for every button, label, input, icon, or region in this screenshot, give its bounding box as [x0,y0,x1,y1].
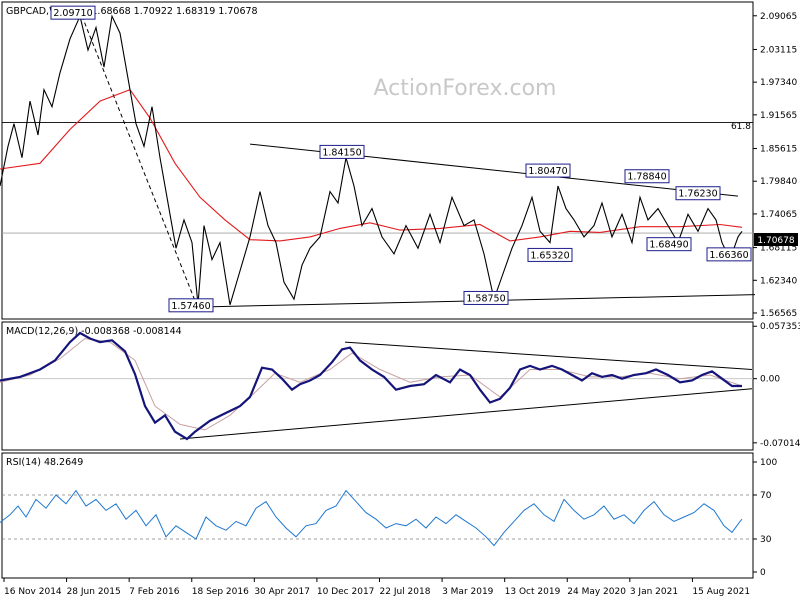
x-tick-label: 28 Jun 2015 [67,587,121,597]
price-annotation-label: 1.66360 [709,250,748,261]
price-annotation-label: 1.57460 [171,301,210,312]
macd-line [0,331,742,441]
price-annotation-label: 1.78840 [627,172,666,183]
price-y-tick-label: 1.91565 [760,111,797,121]
price-annotation-box [706,247,752,262]
price-annotation: 1.84150 [319,144,365,159]
rsi-y-tick-label: 100 [760,458,777,468]
macd-layer [0,331,753,441]
price-annotation-box [168,298,214,313]
x-tick-label: 15 Aug 2021 [692,587,750,597]
price-annotation: 1.58750 [463,290,509,305]
price-annotation-box [525,163,571,178]
chart-title: GBPCAD,Weekly 1.68668 1.70922 1.68319 1.7… [6,6,258,17]
macd-y-tick-label: 0.057353 [760,322,800,332]
symbol-timeframe: GBPCAD,Weekly [6,6,84,17]
price-y-tick-label: 1.74065 [760,210,797,220]
price-annotation-box [319,144,365,159]
x-tick-label: 7 Feb 2016 [129,587,180,597]
price-annotation: 1.57460 [168,298,214,313]
macd-title: MACD(12,26,9) -0.008368 -0.008144 [6,326,182,337]
price-annotation: 1.76230 [675,186,721,201]
price-annotation-box [50,5,96,20]
rsi-layer [0,489,753,547]
price-annotation: 2.09710 [50,5,96,20]
price-annotation-box [527,247,573,262]
price-annotation-label: 1.65320 [530,250,569,261]
price-annotation-label: 2.09710 [53,8,92,19]
x-tick-label: 16 Nov 2014 [4,587,62,597]
macd-y-tick-label: -0.070149 [760,439,800,449]
price-y-tick-label: 1.62340 [760,276,797,286]
price-y-tick-label: 2.03115 [760,45,797,55]
current-price-marker: 1.70678 [754,233,798,246]
macd-y-tick-label: 0.00 [760,375,780,385]
price-annotation: 1.68490 [646,237,692,252]
price-annotation-label: 1.80470 [528,166,567,177]
price-annotation: 1.65320 [527,247,573,262]
price-y-tick-label: 1.68115 [760,244,797,254]
price-y-tick-label: 1.85615 [760,145,797,155]
x-tick-label: 22 Jul 2018 [380,587,431,597]
price-annotation-label: 1.76230 [678,189,717,200]
price-panel-frame [1,1,754,320]
price-annotation-label: 1.58750 [466,293,505,304]
watermark: ActionForex.com [374,76,557,101]
axis-layer: 2.09065 2.03115 1.97340 1.91565 1.85615 1.798… [3,12,800,597]
rsi-y-tick-label: 30 [760,535,772,545]
ohlc-values: 1.68668 1.70922 1.68319 1.70678 [91,6,257,17]
price-annotation: 1.66360 [706,247,752,262]
price-annotation-label: 1.68490 [649,240,688,251]
rsi-title: RSI(14) 48.2649 [6,457,83,468]
price-annotation-box [463,290,509,305]
price-trendline [81,15,199,309]
price-y-tick-label: 1.79840 [760,177,797,187]
rsi-y-tick-label: 70 [760,491,772,501]
macd-trendline [179,388,753,440]
price-annotation: 1.78840 [624,169,670,184]
price-layer: 2.09710 1.57460 1.84150 1.58750 1.80470 1.653… [0,5,756,313]
price-annotation-box [675,186,721,201]
rsi-line [0,489,743,547]
macd-panel-frame [1,321,754,451]
x-tick-label: 10 Dec 2017 [317,587,375,597]
price-y-tick-label: 1.56565 [760,309,797,319]
current-price-value: 1.70678 [757,236,794,246]
x-tick-label: 30 Apr 2017 [254,587,310,597]
x-tick-label: 24 May 2020 [567,587,626,597]
price-annotation-box [624,169,670,184]
x-tick-label: 3 Mar 2019 [442,587,494,597]
price-annotation: 1.80470 [525,163,571,178]
x-tick-label: 3 Jan 2021 [630,587,678,597]
price-y-tick-label: 2.09065 [760,12,797,22]
x-tick-label: 18 Sep 2016 [192,587,249,597]
macd-trendline [344,341,753,371]
price-y-tick-label: 1.97340 [760,78,797,88]
x-tick-label: 13 Oct 2019 [505,587,561,597]
price-annotation-box [646,237,692,252]
rsi-panel-frame [1,452,754,579]
rsi-y-tick-label: 0 [760,568,766,578]
fib-level-label: 61.8 [731,122,751,132]
price-annotation-label: 1.84150 [322,147,361,158]
